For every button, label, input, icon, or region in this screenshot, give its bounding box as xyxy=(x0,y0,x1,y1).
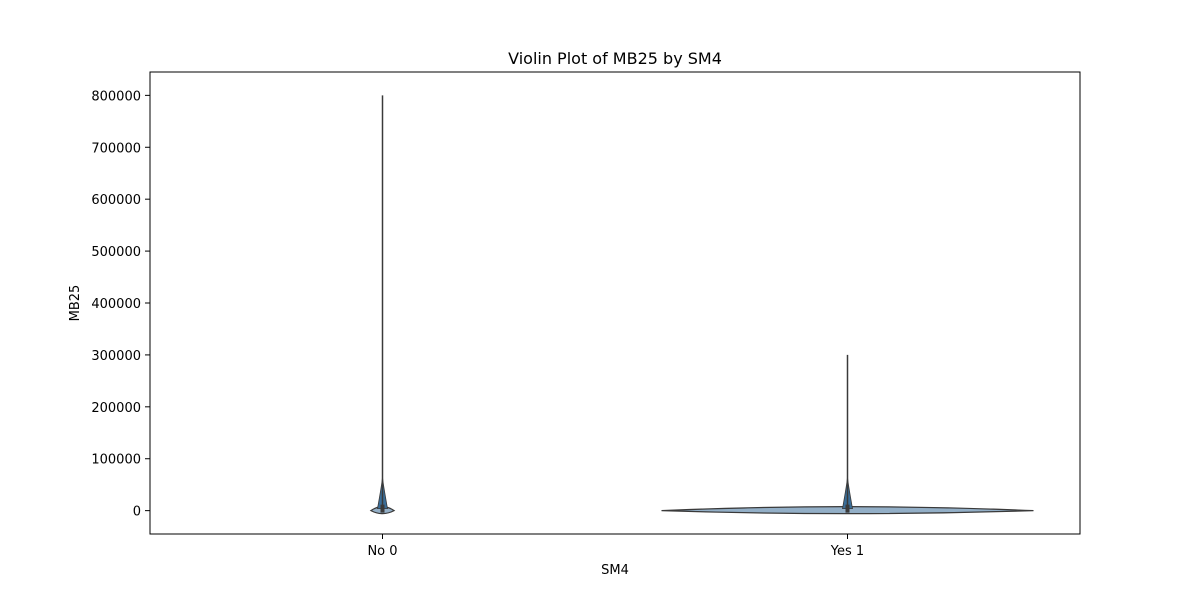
violin-yes-1 xyxy=(661,354,1034,515)
y-tick-label: 300000 xyxy=(91,349,141,364)
y-tick-label: 700000 xyxy=(91,141,141,156)
chart-title: Violin Plot of MB25 by SM4 xyxy=(508,49,722,68)
y-tick-label: 0 xyxy=(133,505,141,520)
y-tick-label: 500000 xyxy=(91,245,141,260)
plot-area xyxy=(369,95,1034,515)
y-tick-label: 100000 xyxy=(91,453,141,468)
x-axis-ticks: No 0 Yes 1 xyxy=(367,534,864,559)
violin-no-0 xyxy=(369,95,396,515)
x-axis-label: SM4 xyxy=(601,563,629,578)
y-axis-ticks: 0 100000 200000 300000 400000 500000 600000 700… xyxy=(91,89,150,520)
axes-frame xyxy=(149,71,1081,535)
y-tick-label: 600000 xyxy=(91,193,141,208)
x-tick-label: Yes 1 xyxy=(830,544,864,559)
y-tick-label: 200000 xyxy=(91,401,141,416)
x-tick-label: No 0 xyxy=(367,544,397,559)
y-tick-label: 800000 xyxy=(91,89,141,104)
y-axis-label: MB25 xyxy=(68,285,83,322)
y-tick-label: 400000 xyxy=(91,297,141,312)
